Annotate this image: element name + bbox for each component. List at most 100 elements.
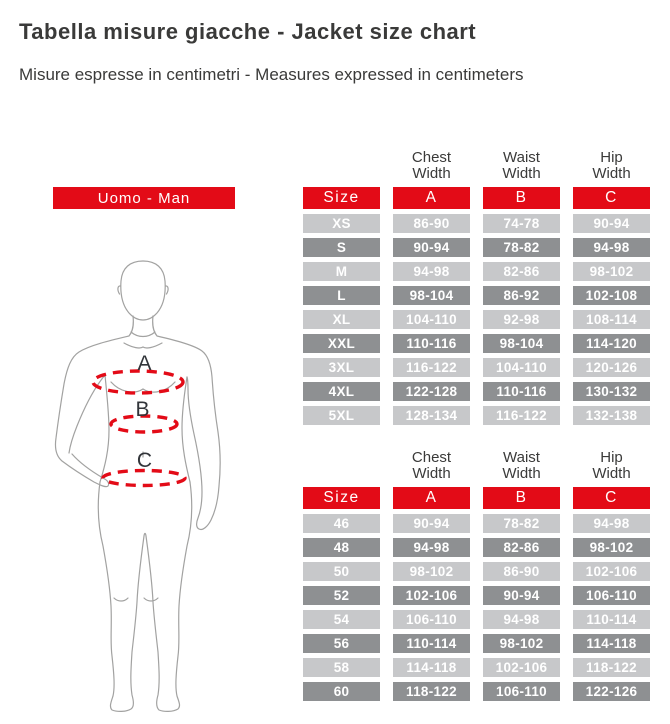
- a-measure-range-cell: 122-128: [393, 382, 470, 401]
- c-measure-range-cell: 118-122: [573, 658, 650, 677]
- left-ear: [117, 285, 122, 295]
- b-measure-range-cell: 116-122: [483, 406, 560, 425]
- a-measure-range-cell: 86-90: [393, 214, 470, 233]
- legs-outline: [97, 481, 193, 712]
- size-header-cell: Size: [303, 187, 380, 209]
- a-measure-range-cell: 116-122: [393, 358, 470, 377]
- column-header-line: Chest: [411, 449, 452, 466]
- column-header-line: Width: [412, 165, 451, 182]
- c-measure-range-cell: 132-138: [573, 406, 650, 425]
- a-measure-range-cell: 102-106: [393, 586, 470, 605]
- c-measure-range-cell: 98-102: [573, 538, 650, 557]
- chest-measure-label: A: [137, 352, 152, 375]
- column-header-line: Waist: [503, 449, 540, 466]
- measurement-ellipses: [91, 369, 187, 488]
- right-clavicle-line: [142, 342, 163, 349]
- size-label-cell: XL: [303, 310, 380, 329]
- page-title: Tabella misure giacche - Jacket size cha…: [19, 19, 477, 44]
- size-label-cell: 58: [303, 658, 380, 677]
- b-measure-range-cell: 106-110: [483, 682, 560, 701]
- col-a-header-cell: A: [393, 487, 470, 509]
- column-header-line: Width: [502, 165, 541, 182]
- left-torso-outline: [68, 374, 110, 483]
- size-label-cell: XXL: [303, 334, 380, 353]
- size-label-cell: 56: [303, 634, 380, 653]
- size-label-cell: L: [303, 286, 380, 305]
- column-header-line: Hip: [600, 149, 623, 166]
- c-measure-range-cell: 94-98: [573, 238, 650, 257]
- waist-measure-label: B: [135, 398, 150, 421]
- a-measure-range-cell: 106-110: [393, 610, 470, 629]
- column-header-line: Width: [592, 165, 631, 182]
- waist-measure-ellipse: [109, 414, 179, 434]
- b-measure-range-cell: 74-78: [483, 214, 560, 233]
- a-measure-range-cell: 98-102: [393, 562, 470, 581]
- b-measure-range-cell: 86-92: [483, 286, 560, 305]
- c-measure-range-cell: 90-94: [573, 214, 650, 233]
- column-header-chest-width: Chest Width: [393, 448, 470, 482]
- col-c-header-cell: C: [573, 487, 650, 509]
- column-header-hip-width: Hip Width: [573, 448, 650, 482]
- column-header-line: Width: [502, 465, 541, 482]
- size-label-cell: 54: [303, 610, 380, 629]
- column-header-line: Width: [412, 465, 451, 482]
- c-measure-range-cell: 106-110: [573, 586, 650, 605]
- size-label-cell: 60: [303, 682, 380, 701]
- size-label-cell: 50: [303, 562, 380, 581]
- column-header-chest-width: Chest Width: [393, 148, 470, 182]
- c-measure-range-cell: 114-120: [573, 334, 650, 353]
- c-measure-range-cell: 120-126: [573, 358, 650, 377]
- b-measure-range-cell: 98-104: [483, 334, 560, 353]
- size-label-cell: XS: [303, 214, 380, 233]
- a-measure-range-cell: 90-94: [393, 514, 470, 533]
- size-table-italian: Chest Width Waist Width Hip Width Size A…: [303, 448, 650, 701]
- c-measure-range-cell: 94-98: [573, 514, 650, 533]
- size-label-cell: 52: [303, 586, 380, 605]
- b-measure-range-cell: 94-98: [483, 610, 560, 629]
- size-label-cell: 3XL: [303, 358, 380, 377]
- col-c-header-cell: C: [573, 187, 650, 209]
- c-measure-range-cell: 130-132: [573, 382, 650, 401]
- hip-measure-ellipse: [101, 468, 187, 488]
- a-measure-range-cell: 110-116: [393, 334, 470, 353]
- male-figure-diagram: A B C: [54, 260, 221, 712]
- a-measure-range-cell: 94-98: [393, 538, 470, 557]
- b-measure-range-cell: 104-110: [483, 358, 560, 377]
- column-header-line: Waist: [503, 149, 540, 166]
- a-measure-range-cell: 94-98: [393, 262, 470, 281]
- right-knee-line: [143, 597, 159, 602]
- col-b-header-cell: B: [483, 187, 560, 209]
- col-b-header-cell: B: [483, 487, 560, 509]
- c-measure-range-cell: 102-108: [573, 286, 650, 305]
- size-label-cell: 46: [303, 514, 380, 533]
- col-a-header-cell: A: [393, 187, 470, 209]
- a-measure-range-cell: 128-134: [393, 406, 470, 425]
- hip-measure-label: C: [137, 449, 153, 472]
- b-measure-range-cell: 102-106: [483, 658, 560, 677]
- right-arm-outline: [152, 315, 221, 531]
- b-measure-range-cell: 98-102: [483, 634, 560, 653]
- c-measure-range-cell: 114-118: [573, 634, 650, 653]
- size-label-cell: S: [303, 238, 380, 257]
- size-header-cell: Size: [303, 487, 380, 509]
- a-measure-range-cell: 90-94: [393, 238, 470, 257]
- left-knee-line: [113, 597, 129, 602]
- right-torso-outline: [181, 376, 191, 483]
- a-measure-range-cell: 98-104: [393, 286, 470, 305]
- collar-line: [130, 331, 156, 338]
- size-label-cell: 4XL: [303, 382, 380, 401]
- column-header-line: Chest: [411, 149, 452, 166]
- b-measure-range-cell: 90-94: [483, 586, 560, 605]
- c-measure-range-cell: 108-114: [573, 310, 650, 329]
- b-measure-range-cell: 92-98: [483, 310, 560, 329]
- right-pec-line: [142, 381, 176, 393]
- a-measure-range-cell: 114-118: [393, 658, 470, 677]
- c-measure-range-cell: 122-126: [573, 682, 650, 701]
- b-measure-range-cell: 110-116: [483, 382, 560, 401]
- b-measure-range-cell: 82-86: [483, 538, 560, 557]
- page-subtitle: Misure espresse in centimetri - Measures…: [19, 65, 524, 84]
- left-clavicle-line: [123, 342, 144, 349]
- b-measure-range-cell: 82-86: [483, 262, 560, 281]
- gender-banner-label: Uomo - Man: [97, 189, 191, 207]
